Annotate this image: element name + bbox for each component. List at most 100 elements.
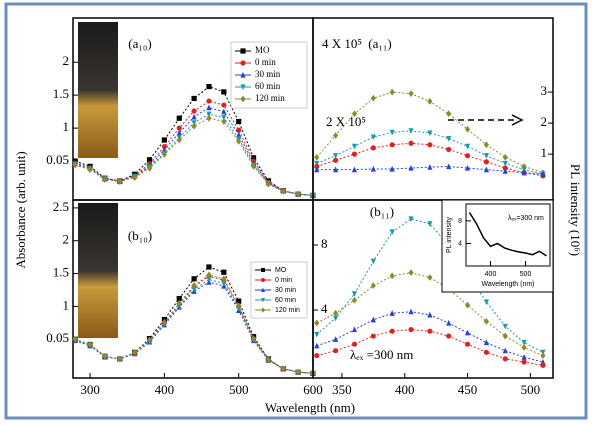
marker: [370, 258, 376, 265]
marker: [427, 274, 433, 281]
y-tick-label: 2: [63, 53, 70, 68]
marker: [464, 164, 471, 171]
legend-label: 120 min: [275, 307, 300, 314]
x-tick-label: 600: [303, 382, 323, 397]
y-tick-label: 8: [458, 218, 462, 225]
legend-label: MO: [275, 267, 287, 274]
marker: [161, 143, 167, 150]
marker: [408, 164, 414, 171]
marker: [370, 333, 376, 339]
marker: [236, 131, 242, 138]
marker: [221, 280, 227, 287]
x-tick-label: 300: [80, 382, 100, 397]
marker: [427, 130, 433, 137]
marker: [250, 335, 257, 342]
marker: [117, 178, 123, 185]
marker: [408, 140, 414, 146]
annotation: λₑₓ =300 nm: [350, 347, 413, 362]
marker: [161, 137, 167, 143]
annotation: λₑₓ=300 nm: [508, 215, 544, 222]
marker: [427, 164, 433, 170]
marker: [176, 115, 182, 121]
marker: [333, 166, 339, 173]
y-tick-label: 2.5: [53, 199, 69, 214]
y-tick-label: 1: [541, 145, 548, 160]
marker: [206, 114, 212, 122]
marker: [502, 160, 508, 167]
marker: [389, 165, 395, 172]
marker: [389, 310, 395, 316]
marker: [333, 336, 339, 342]
marker: [351, 166, 358, 173]
marker: [221, 118, 227, 125]
marker: [161, 151, 167, 158]
vial-photo: [78, 22, 118, 158]
marker: [408, 308, 414, 315]
marker: [333, 153, 339, 159]
marker: [521, 359, 527, 365]
marker: [464, 329, 471, 336]
marker: [72, 161, 78, 169]
marker: [446, 110, 452, 118]
legend-label: 0 min: [255, 57, 276, 67]
marker: [483, 141, 490, 149]
marker: [351, 296, 358, 304]
marker: [333, 309, 339, 317]
marker: [176, 129, 182, 136]
x-tick-label: 400: [395, 382, 415, 397]
y-tick-label: 0.05: [46, 330, 69, 345]
marker: [191, 286, 197, 293]
marker: [250, 162, 257, 170]
marker: [408, 216, 414, 223]
marker: [351, 326, 358, 333]
marker: [191, 282, 197, 289]
marker: [483, 299, 490, 306]
y-axis-label: Absorbance (arb. unit): [13, 151, 28, 268]
y-tick-label: 3: [541, 83, 548, 98]
marker: [314, 319, 320, 327]
series-line: [468, 212, 547, 257]
annotation: 2 X 10⁵: [326, 114, 366, 129]
marker: [502, 323, 508, 330]
marker: [87, 166, 93, 174]
marker: [408, 269, 414, 277]
marker: [206, 271, 212, 279]
marker: [427, 98, 433, 105]
marker: [502, 347, 508, 354]
legend-marker: [261, 287, 265, 292]
marker: [502, 168, 508, 174]
series-line: [75, 274, 314, 374]
marker: [408, 90, 414, 98]
marker: [483, 166, 490, 173]
marker: [389, 88, 395, 96]
marker: [370, 165, 376, 172]
arrow-head: [511, 114, 524, 126]
y-tick-label: 1.5: [53, 86, 69, 101]
y-tick-label: 2: [63, 232, 70, 247]
marker: [464, 301, 471, 309]
marker: [427, 328, 433, 334]
marker: [236, 302, 242, 310]
marker: [370, 145, 376, 151]
x-tick-label: 500: [520, 271, 532, 278]
marker: [389, 328, 395, 334]
marker: [236, 298, 242, 304]
y-tick-label: 4: [458, 240, 462, 247]
marker: [351, 291, 358, 297]
marker: [540, 171, 546, 177]
marker: [370, 94, 376, 102]
marker: [221, 114, 227, 121]
marker: [117, 355, 123, 363]
marker: [191, 108, 197, 114]
plot-frame: [465, 203, 551, 267]
marker: [389, 129, 395, 136]
marker: [206, 264, 212, 270]
marker: [333, 348, 339, 354]
marker: [206, 111, 212, 118]
legend-marker: [240, 48, 246, 54]
annotation: 4 X 10⁵: [322, 36, 362, 51]
marker: [176, 125, 182, 131]
marker: [221, 89, 227, 95]
marker: [333, 132, 339, 139]
